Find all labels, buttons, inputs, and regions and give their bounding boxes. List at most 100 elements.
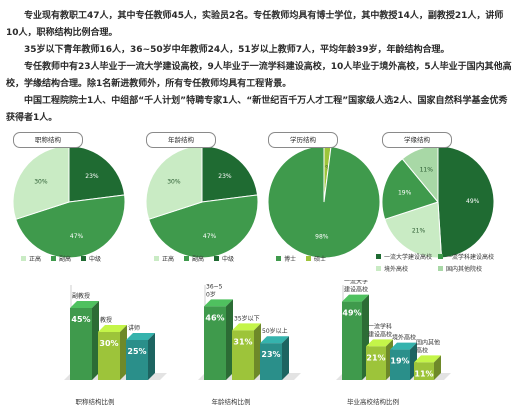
legend-item: 副高 bbox=[51, 254, 71, 263]
bar-category-label: 讲师 bbox=[128, 324, 140, 332]
pie-svg: 49% 21% 19% 11% bbox=[381, 145, 495, 259]
bar bbox=[342, 301, 362, 380]
pie-slice-label: 47% bbox=[203, 233, 217, 240]
legend-item: 正高 bbox=[21, 254, 41, 263]
bar-category-label: 36~5 bbox=[206, 283, 223, 290]
legend-item: 一流大学建设高校 bbox=[376, 252, 438, 261]
pie-svg: 23% 47% 30% bbox=[12, 145, 126, 259]
legend-label: 正高 bbox=[29, 256, 42, 263]
pie-chart-3: 学历结构 2% 98% bbox=[262, 132, 386, 264]
pie-slice-label: 21% bbox=[412, 228, 426, 235]
intro-paragraph-age: 35岁以下青年教师16人，36~50岁中年教师24人，51岁以上教师7人，平均年… bbox=[24, 45, 450, 55]
bar-value-label: 46% bbox=[205, 313, 224, 322]
legend-item: 副高 bbox=[184, 254, 204, 263]
bar-category-label: 高校 bbox=[416, 346, 428, 354]
pie-slice-label: 23% bbox=[218, 173, 232, 180]
legend-label: 正高 bbox=[162, 256, 175, 263]
legend-label: 硕士 bbox=[314, 256, 327, 263]
bar-category-label: 一流大学 bbox=[344, 280, 368, 286]
bar-top bbox=[98, 325, 127, 332]
legend-swatch bbox=[21, 256, 26, 261]
bar-side bbox=[282, 336, 289, 380]
bar-side bbox=[148, 333, 155, 380]
bar-chart-1: 45% 副教授 30% 教授 25% 讲师 bbox=[64, 285, 167, 380]
pie-legend: 一流大学建设高校 一流学科建设高校境外高校 国内其他院校 bbox=[376, 252, 508, 273]
bar-charts-row: 45% 副教授 30% 教授 25% 讲师 46% 36~50岁 31% 35岁以下 23% 50岁以… bbox=[64, 280, 451, 380]
legend-item: 中级 bbox=[81, 254, 101, 263]
intro-paragraph-staff: 专业现有教职工47人，其中专任教师45人，实验员2名。专任教师均具有博士学位，其… bbox=[6, 11, 504, 38]
intro-paragraph-talent: 中国工程院院士1人、中组部“千人计划”特聘专家1人、“新世纪百千万人才工程”国家… bbox=[6, 96, 508, 123]
pie-title: 年龄结构 bbox=[146, 132, 216, 148]
pie-slice-label: 98% bbox=[315, 234, 329, 241]
bar bbox=[70, 308, 92, 380]
bar-value-label: 11% bbox=[414, 369, 433, 378]
bar bbox=[366, 346, 386, 380]
pie-title: 学历结构 bbox=[268, 132, 338, 148]
bar bbox=[260, 343, 282, 380]
bar-chart-caption: 职称结构比例 bbox=[75, 398, 115, 406]
pie-slice-label: 19% bbox=[398, 189, 412, 196]
bar-side bbox=[254, 323, 261, 380]
legend-label: 中级 bbox=[222, 256, 235, 263]
legend-item: 正高 bbox=[154, 254, 174, 263]
bar-category-label: 教授 bbox=[100, 316, 112, 324]
pie-chart-1: 职称结构 23% 47% 30% bbox=[7, 132, 131, 264]
bar-value-label: 25% bbox=[127, 347, 146, 356]
bar bbox=[126, 340, 148, 380]
bar-value-label: 19% bbox=[390, 357, 409, 366]
legend-label: 中级 bbox=[89, 256, 102, 263]
legend-label: 一流学科建设高校 bbox=[446, 254, 495, 261]
legend-swatch bbox=[184, 256, 190, 261]
pie-title: 职称结构 bbox=[13, 132, 83, 148]
bar-chart-2: 46% 36~50岁 31% 35岁以下 23% 50岁以上 bbox=[198, 283, 301, 380]
pie-slice bbox=[267, 145, 381, 259]
bar-category-label: 0岁 bbox=[206, 290, 216, 298]
bar-top bbox=[126, 333, 155, 340]
legend-label: 国内其他院校 bbox=[446, 266, 483, 273]
pie-legend: 正高 副高 中级 bbox=[154, 254, 234, 263]
bar-top bbox=[414, 355, 441, 363]
legend-label: 一流大学建设高校 bbox=[384, 254, 433, 261]
pie-slice-label: 30% bbox=[34, 179, 48, 186]
legend-swatch bbox=[81, 256, 87, 261]
legend-swatch bbox=[306, 256, 312, 261]
bar bbox=[390, 349, 410, 380]
bar-category-label: 国内其他 bbox=[416, 338, 440, 346]
bar-category-label: 建设高校 bbox=[344, 286, 368, 294]
bar-category-label: 50岁以上 bbox=[262, 327, 288, 335]
legend-item: 一流学科建设高校 bbox=[438, 252, 508, 261]
bar-top bbox=[390, 342, 417, 350]
bar-value-label: 49% bbox=[342, 309, 361, 318]
bar-value-label: 31% bbox=[233, 337, 252, 346]
bar-category-label: 副教授 bbox=[72, 292, 90, 300]
legend-item: 中级 bbox=[214, 254, 234, 263]
legend-item: 国内其他院校 bbox=[438, 264, 508, 273]
bar-value-label: 30% bbox=[99, 339, 118, 348]
bar-chart-caption: 毕业高校结构比例 bbox=[347, 398, 399, 406]
pie-slice bbox=[384, 201, 443, 259]
bar-category-label: 一流学科 bbox=[368, 322, 392, 330]
pie-slice bbox=[381, 158, 439, 220]
bar-category-label: 35岁以下 bbox=[234, 314, 260, 322]
pie-svg: 23% 47% 30% bbox=[145, 145, 259, 259]
bar-side bbox=[434, 355, 441, 380]
bar bbox=[414, 362, 434, 380]
bar-top bbox=[232, 323, 261, 331]
pie-slice-label: 47% bbox=[70, 233, 84, 240]
legend-label: 副高 bbox=[192, 256, 205, 263]
legend-item: 博士 bbox=[276, 254, 296, 263]
legend-label: 境外高校 bbox=[384, 266, 409, 273]
bar-top bbox=[342, 294, 369, 302]
bar bbox=[232, 330, 254, 380]
bar bbox=[98, 332, 120, 380]
bar-top bbox=[260, 336, 289, 344]
bar-side bbox=[92, 301, 99, 380]
legend-item: 硕士 bbox=[306, 254, 326, 263]
pie-slice-label: 2% bbox=[321, 164, 331, 171]
bar-top bbox=[70, 301, 99, 308]
bar-category-label: 境外高校 bbox=[392, 334, 416, 342]
pie-chart-4: 学缘结构 49% 21% 19% 11% bbox=[376, 132, 500, 264]
bar-top bbox=[204, 299, 233, 307]
legend-swatch bbox=[276, 256, 281, 261]
